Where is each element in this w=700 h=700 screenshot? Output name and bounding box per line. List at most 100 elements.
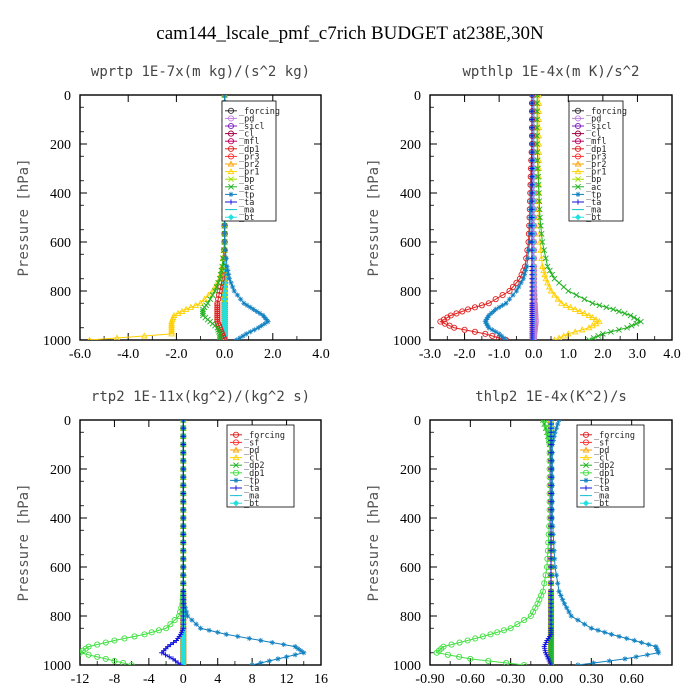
data-point	[298, 648, 304, 654]
data-point	[548, 564, 554, 570]
data-point	[582, 621, 588, 627]
data-point	[171, 617, 178, 624]
series-ac	[534, 95, 644, 340]
series-ta	[159, 420, 186, 665]
data-point	[216, 287, 223, 295]
legend-box	[576, 424, 645, 508]
x-tick-label: 16	[314, 672, 328, 687]
data-point	[634, 316, 641, 323]
legend-item: _pr2	[572, 160, 606, 170]
data-point	[461, 326, 468, 333]
y-tick-label: 1000	[393, 659, 421, 674]
data-point	[234, 292, 241, 298]
data-point	[217, 283, 224, 290]
data-point	[471, 304, 478, 311]
y-tick-label: 800	[400, 285, 421, 300]
data-point	[529, 157, 535, 163]
legend-label: _sf	[244, 438, 259, 448]
data-point	[214, 300, 221, 307]
legend-marker	[227, 160, 235, 167]
series-dp1	[80, 420, 187, 665]
legend-label: _ta	[594, 484, 609, 494]
legend-label: _dp1	[244, 469, 264, 479]
legend-item: _pr1	[572, 168, 606, 178]
legend-item: _ma	[572, 206, 601, 216]
data-point	[499, 292, 506, 299]
data-point	[500, 627, 507, 634]
data-point	[262, 321, 268, 327]
data-point	[226, 276, 233, 282]
data-point	[547, 287, 555, 294]
legend-marker	[574, 214, 582, 221]
data-point	[628, 322, 635, 329]
data-point	[231, 288, 237, 294]
legend-item: _cl	[572, 130, 601, 140]
data-point	[486, 325, 492, 331]
data-point	[301, 650, 307, 656]
data-point	[167, 621, 174, 628]
data-point	[564, 605, 570, 611]
legend-item: _pr3	[225, 152, 259, 162]
data-point	[581, 296, 588, 303]
data-point	[243, 331, 249, 337]
data-point	[540, 267, 547, 274]
data-point	[128, 661, 135, 665]
data-point	[482, 330, 489, 337]
legend-item: _pd	[572, 114, 601, 124]
legend-marker	[233, 485, 239, 491]
data-point	[258, 637, 264, 644]
data-point	[509, 283, 517, 290]
legend-marker	[232, 431, 240, 438]
legend-item: _pr1	[225, 168, 259, 178]
legend-item: _dp1	[225, 145, 259, 155]
data-point	[507, 625, 514, 632]
x-tick-label: -0.60	[456, 672, 485, 687]
legend-label: _tp	[586, 190, 601, 200]
legend-item: _pr2	[225, 160, 259, 170]
data-point	[555, 421, 561, 427]
data-point	[494, 629, 501, 636]
legend-label: _forcing	[244, 431, 285, 441]
data-point	[534, 108, 541, 115]
legend-marker	[227, 122, 235, 130]
data-point	[180, 523, 186, 529]
y-tick-label: 600	[400, 236, 421, 251]
data-point	[479, 633, 486, 640]
y-tick-label: 400	[400, 187, 421, 202]
data-point	[529, 108, 535, 114]
data-point	[548, 507, 554, 513]
legend-label: _pr2	[239, 160, 259, 170]
data-point	[548, 450, 554, 456]
x-tick-label: 1.0	[560, 347, 578, 362]
data-point	[534, 132, 541, 139]
data-point	[633, 320, 640, 327]
data-point	[180, 531, 186, 537]
y-tick-label: 1000	[43, 334, 71, 349]
legend-label: _pd	[244, 446, 259, 456]
data-point	[275, 656, 281, 662]
data-point	[224, 263, 230, 270]
y-tick-label: 400	[50, 512, 71, 527]
panels: wprtp 1E-7x(m kg)/(s^2 kg) Pressure [hPa]…	[16, 64, 681, 687]
data-point	[225, 267, 231, 274]
legend-item: _dp1	[580, 469, 614, 479]
data-point	[524, 263, 530, 270]
data-point	[595, 332, 602, 339]
legend-label: _forcing	[239, 107, 280, 117]
data-point	[489, 332, 496, 339]
y-axis-label: Pressure [hPa]	[16, 483, 32, 601]
data-point	[250, 306, 257, 312]
data-point	[182, 305, 190, 312]
x-tick-label: 0.00	[539, 672, 564, 687]
data-point	[552, 564, 558, 570]
legend-label: _bt	[244, 499, 259, 509]
data-point	[637, 318, 644, 325]
data-point	[539, 239, 546, 245]
x-tick-label: 2.0	[264, 347, 282, 362]
legend-item: _tp	[572, 190, 601, 200]
y-tick-label: 400	[400, 512, 421, 527]
data-point	[549, 271, 556, 278]
legend-label: _dp2	[594, 461, 614, 471]
data-point	[560, 597, 566, 603]
y-tick-label: 400	[50, 187, 71, 202]
